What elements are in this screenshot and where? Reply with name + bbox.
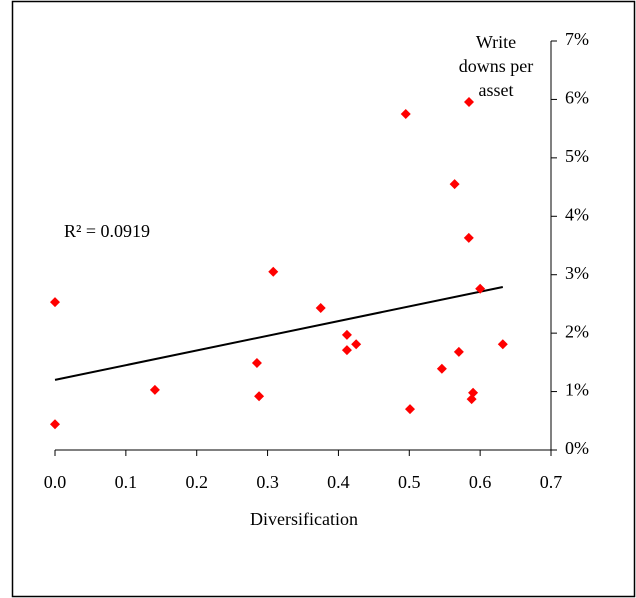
data-point bbox=[50, 419, 60, 430]
x-tick-label: 0.3 bbox=[256, 472, 279, 492]
data-point bbox=[315, 303, 326, 314]
data-point bbox=[341, 345, 352, 356]
data-point bbox=[436, 363, 447, 374]
y-tick-label: 7% bbox=[565, 29, 589, 49]
data-point bbox=[449, 179, 460, 190]
data-point bbox=[149, 384, 160, 395]
data-point bbox=[50, 297, 60, 308]
annotation: R² = 0.0919 bbox=[64, 221, 150, 241]
y-tick-label: 5% bbox=[565, 146, 589, 166]
data-point bbox=[404, 404, 415, 415]
x-tick-label: 0.0 bbox=[44, 472, 67, 492]
chart-frame bbox=[11, 0, 636, 598]
x-tick-label: 0.1 bbox=[115, 472, 138, 492]
data-point bbox=[400, 109, 411, 120]
y-tick-label: 0% bbox=[565, 438, 589, 458]
x-tick-label: 0.4 bbox=[327, 472, 350, 492]
y-tick-label: 2% bbox=[565, 321, 589, 341]
data-point bbox=[341, 329, 352, 340]
y-tick-label: 3% bbox=[565, 263, 589, 283]
data-point bbox=[453, 346, 464, 357]
data-point bbox=[468, 387, 479, 398]
legend-label: Write downs per asset bbox=[458, 32, 534, 100]
data-point bbox=[463, 232, 474, 243]
data-point bbox=[251, 357, 262, 368]
data-point bbox=[254, 391, 265, 402]
data-point bbox=[466, 394, 477, 405]
data-point bbox=[497, 339, 508, 350]
legend-marker bbox=[464, 97, 474, 107]
data-point bbox=[351, 339, 362, 350]
y-tick-label: 4% bbox=[565, 204, 589, 224]
data-point bbox=[268, 266, 279, 277]
x-tick-label: 0.2 bbox=[185, 472, 208, 492]
x-tick-label: 0.6 bbox=[469, 472, 492, 492]
x-tick-label: 0.7 bbox=[540, 472, 563, 492]
y-tick-label: 1% bbox=[565, 380, 589, 400]
x-axis-label: Diversification bbox=[250, 509, 358, 529]
trendline bbox=[54, 286, 504, 381]
y-tick-label: 6% bbox=[565, 88, 589, 108]
x-tick-label: 0.5 bbox=[398, 472, 421, 492]
data-point bbox=[475, 283, 486, 294]
